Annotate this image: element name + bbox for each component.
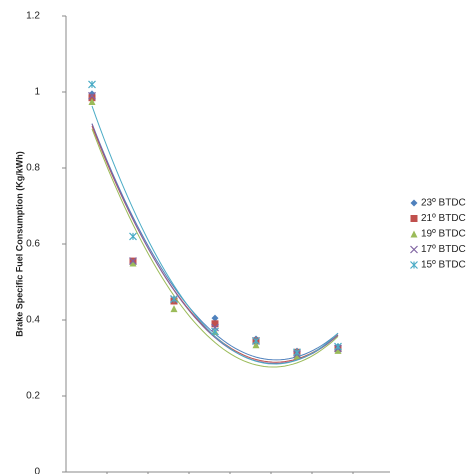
marker-shape (211, 314, 219, 322)
point (88, 98, 96, 105)
y-tick-label: 0.6 (26, 239, 40, 250)
marker-shape (129, 232, 137, 241)
marker-shape (252, 341, 260, 349)
y-tick-label: 0.8 (26, 163, 40, 174)
point (88, 94, 96, 102)
point (334, 342, 342, 351)
marker-shape (211, 323, 219, 332)
legend-label: 17º BTDC (421, 244, 466, 255)
marker-shape (211, 327, 219, 336)
point (88, 91, 96, 100)
marker-shape (170, 305, 178, 313)
marker-shape (129, 259, 137, 267)
y-tick-label: 1 (34, 87, 40, 98)
point (410, 199, 418, 207)
marker-shape (410, 230, 418, 238)
y-tick-label: 0.4 (26, 315, 40, 326)
marker-shape (88, 91, 96, 100)
trendline (91, 128, 339, 368)
point (170, 305, 178, 313)
point (410, 230, 418, 238)
point (334, 346, 342, 354)
point (211, 327, 219, 336)
point (293, 352, 301, 360)
point (211, 314, 219, 322)
marker-shape (211, 320, 219, 328)
point (252, 336, 260, 345)
legend-label: 21º BTDC (421, 213, 466, 224)
point (252, 341, 260, 349)
point (129, 232, 137, 241)
marker-shape (293, 348, 301, 357)
marker-shape (410, 261, 418, 269)
legend-label: 19º BTDC (421, 229, 466, 240)
marker-shape (410, 199, 418, 207)
point (211, 320, 219, 328)
marker-shape (293, 352, 301, 360)
point (211, 323, 219, 332)
y-tick-label: 0 (34, 467, 40, 474)
point (88, 80, 96, 89)
y-tick-label: 0.2 (26, 391, 40, 402)
point (293, 348, 301, 357)
point (129, 259, 137, 267)
legend-label: 23º BTDC (421, 198, 466, 209)
marker-shape (129, 257, 137, 266)
marker-shape (334, 342, 342, 351)
trendline (91, 105, 339, 365)
marker-shape (252, 336, 260, 345)
marker-shape (88, 94, 96, 102)
y-tick-label: 1.2 (26, 11, 40, 22)
marker-shape (170, 295, 178, 304)
point (170, 295, 178, 304)
marker-shape (334, 346, 342, 354)
marker-shape (410, 245, 418, 254)
point (410, 245, 418, 254)
point (410, 261, 418, 269)
marker-shape (88, 98, 96, 105)
point (410, 215, 418, 222)
marker-shape (88, 80, 96, 89)
y-axis-label: Brake Specific Fuel Consumption (Kg/kWh) (14, 151, 24, 337)
legend-label: 15º BTDC (421, 260, 466, 271)
marker-shape (410, 215, 418, 222)
point (129, 257, 137, 266)
